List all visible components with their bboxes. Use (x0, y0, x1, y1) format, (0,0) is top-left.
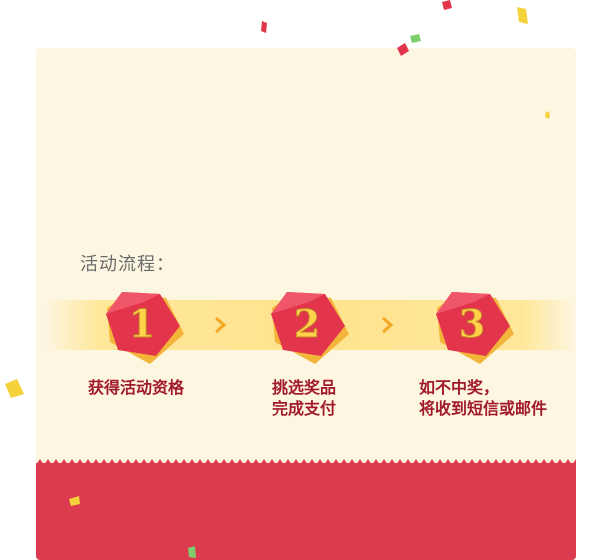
confetti-piece (188, 546, 196, 558)
step-2-caption-line-1: 挑选奖品 (272, 380, 337, 397)
confetti-piece (261, 21, 267, 33)
step-3-number: 3 (459, 301, 485, 346)
step-2-number: 2 (294, 301, 320, 346)
footer-panel (36, 463, 576, 560)
confetti-piece (69, 496, 80, 506)
step-1-caption: 获得活动资格 (88, 378, 184, 399)
chevron-right-icon (380, 315, 394, 335)
step-1-number: 1 (129, 301, 155, 346)
flow-title: 活动流程： (80, 254, 175, 274)
step-3-caption-line-2: 将收到短信或邮件 (419, 401, 548, 418)
activity-card: 活动流程： 1 2 3 获得活动资格 (36, 48, 576, 560)
step-3-caption-line-1: 如不中奖， (419, 380, 500, 397)
step-2-badge: 2 (269, 290, 359, 370)
step-2-caption: 挑选奖品 完成支付 (272, 378, 336, 420)
step-3-badge: 3 (434, 290, 524, 370)
confetti-piece (410, 34, 421, 43)
step-3-caption: 如不中奖， 将收到短信或邮件 (419, 378, 547, 420)
confetti-piece (397, 43, 409, 56)
step-2-caption-line-2: 完成支付 (272, 401, 337, 418)
step-1-badge: 1 (104, 290, 194, 370)
step-1-caption-line: 获得活动资格 (88, 380, 185, 397)
confetti-piece (545, 111, 550, 119)
chevron-right-icon (213, 315, 227, 335)
confetti-piece (5, 379, 24, 398)
confetti-piece (442, 0, 452, 10)
confetti-piece (517, 7, 528, 24)
